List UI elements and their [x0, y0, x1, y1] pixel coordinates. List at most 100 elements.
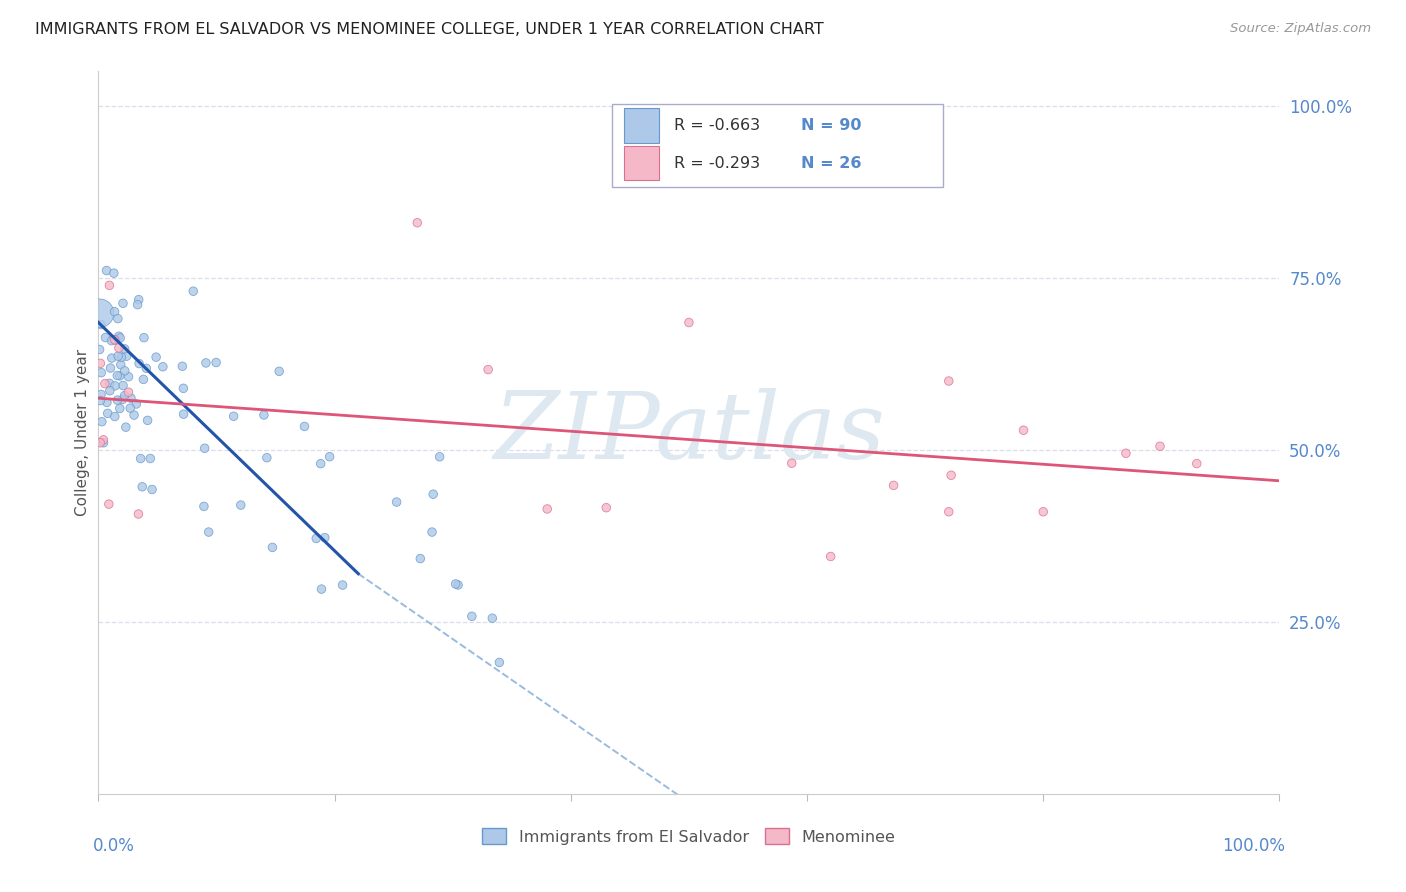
- Point: [107, 311, 129, 326]
- Point: [173, 407, 195, 421]
- Point: [103, 304, 125, 318]
- Point: [193, 500, 215, 514]
- Point: [309, 457, 332, 471]
- Point: [108, 401, 131, 416]
- Point: [104, 409, 127, 424]
- FancyBboxPatch shape: [612, 103, 943, 187]
- Point: [100, 361, 122, 376]
- Point: [100, 334, 122, 348]
- Point: [127, 298, 149, 312]
- Point: [883, 478, 905, 492]
- Point: [120, 391, 142, 405]
- Point: [229, 498, 252, 512]
- Point: [409, 551, 432, 566]
- Text: 100.0%: 100.0%: [1222, 838, 1285, 855]
- Point: [122, 408, 145, 422]
- Point: [96, 263, 118, 277]
- Text: N = 26: N = 26: [801, 155, 862, 170]
- Point: [678, 316, 700, 330]
- Point: [98, 384, 121, 398]
- Point: [152, 359, 174, 374]
- Text: 0.0%: 0.0%: [93, 838, 135, 855]
- Point: [129, 451, 152, 466]
- Point: [595, 500, 617, 515]
- Point: [117, 385, 139, 400]
- Text: IMMIGRANTS FROM EL SALVADOR VS MENOMINEE COLLEGE, UNDER 1 YEAR CORRELATION CHART: IMMIGRANTS FROM EL SALVADOR VS MENOMINEE…: [35, 22, 824, 37]
- Point: [98, 278, 121, 293]
- Point: [135, 361, 157, 376]
- Point: [89, 393, 111, 408]
- Point: [938, 374, 960, 388]
- Point: [444, 577, 467, 591]
- Point: [1115, 446, 1137, 460]
- Text: ZIPatlas: ZIPatlas: [494, 388, 884, 477]
- Y-axis label: College, Under 1 year: College, Under 1 year: [75, 349, 90, 516]
- Point: [94, 330, 117, 344]
- Point: [314, 531, 336, 545]
- Point: [132, 372, 155, 386]
- Point: [103, 333, 125, 347]
- Text: R = -0.663: R = -0.663: [673, 118, 759, 133]
- Point: [1012, 423, 1035, 437]
- Point: [128, 293, 150, 307]
- Point: [256, 450, 278, 465]
- Point: [172, 359, 194, 374]
- Point: [127, 507, 149, 521]
- Point: [481, 611, 503, 625]
- Point: [1149, 439, 1171, 453]
- Point: [90, 318, 112, 332]
- Point: [100, 351, 122, 365]
- Point: [110, 358, 132, 372]
- Point: [108, 331, 131, 345]
- Point: [90, 415, 112, 429]
- Point: [1032, 505, 1054, 519]
- Point: [938, 505, 960, 519]
- Point: [318, 450, 340, 464]
- Point: [222, 409, 245, 424]
- Point: [194, 356, 217, 370]
- Point: [108, 368, 131, 383]
- Point: [114, 342, 136, 356]
- Point: [98, 376, 121, 391]
- Point: [385, 495, 408, 509]
- Point: [111, 392, 134, 407]
- Point: [107, 349, 129, 363]
- Point: [305, 532, 328, 546]
- Point: [114, 420, 136, 434]
- Point: [93, 433, 115, 447]
- FancyBboxPatch shape: [624, 145, 659, 180]
- Point: [128, 357, 150, 371]
- Point: [89, 356, 111, 370]
- Point: [181, 284, 204, 298]
- Point: [104, 379, 127, 393]
- Point: [820, 549, 842, 564]
- Point: [429, 450, 451, 464]
- Point: [194, 442, 217, 456]
- Point: [115, 349, 138, 363]
- Point: [536, 502, 558, 516]
- Point: [422, 487, 444, 501]
- FancyBboxPatch shape: [624, 108, 659, 143]
- Point: [90, 387, 112, 401]
- Point: [90, 366, 112, 380]
- Point: [89, 306, 111, 320]
- Point: [107, 393, 129, 408]
- Text: N = 90: N = 90: [801, 118, 862, 133]
- Point: [132, 331, 155, 345]
- Point: [112, 378, 135, 392]
- Text: R = -0.293: R = -0.293: [673, 155, 759, 170]
- Point: [205, 355, 228, 369]
- Point: [939, 468, 962, 483]
- Point: [269, 364, 291, 378]
- Point: [294, 419, 316, 434]
- Point: [262, 541, 284, 555]
- Text: Source: ZipAtlas.com: Source: ZipAtlas.com: [1230, 22, 1371, 36]
- Point: [1185, 457, 1208, 471]
- Point: [108, 341, 131, 355]
- Point: [89, 343, 111, 357]
- Point: [136, 413, 159, 427]
- Point: [488, 656, 510, 670]
- Point: [105, 368, 128, 383]
- Point: [96, 395, 118, 409]
- Point: [461, 609, 484, 624]
